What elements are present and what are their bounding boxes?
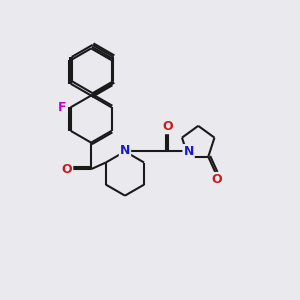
Text: O: O [212, 173, 222, 186]
Text: N: N [183, 145, 194, 158]
Text: O: O [62, 163, 72, 176]
Text: F: F [58, 101, 67, 114]
Text: N: N [120, 144, 130, 158]
Text: O: O [163, 120, 173, 133]
